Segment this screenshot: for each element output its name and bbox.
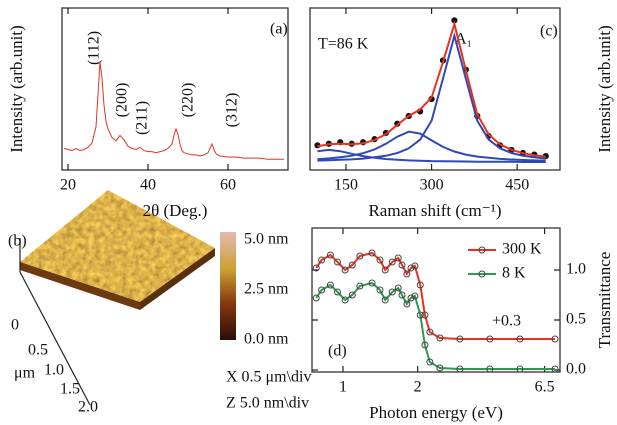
x-tick-label: 300 [420, 177, 444, 194]
y-axis-label: Intensity (arb.unit) [595, 25, 614, 152]
annotation: +0.3 [492, 313, 521, 330]
annotation: T=86 K [318, 36, 369, 53]
annotation: (112) [86, 31, 103, 65]
x-tick-label: 2 [414, 379, 422, 396]
panel-label: (a) [270, 21, 288, 38]
x-tick-label: 60 [220, 177, 236, 194]
colorbar-label: 2.5 nm [244, 281, 289, 298]
colorbar-label: 5.0 nm [244, 231, 289, 248]
afm-tick: 2.0 [78, 399, 98, 416]
series-line [64, 62, 284, 159]
legend-label: 300 K [502, 241, 542, 258]
afm-unit: μm [14, 365, 36, 382]
x-axis-label: Photon energy (eV) [369, 403, 503, 422]
scale-label: X 0.5 μm\div [226, 369, 311, 386]
y-tick-label: 0.5 [566, 311, 586, 328]
y-axis-label: Intensity (arb.unit) [7, 25, 26, 152]
x-tick-label: 1 [339, 379, 347, 396]
x-axis-label: Raman shift (cm⁻¹) [368, 201, 501, 220]
x-tick-label: 450 [505, 177, 529, 194]
afm-tick: 1.5 [60, 381, 80, 398]
x-axis-label: 2θ (Deg.) [143, 201, 208, 220]
y-tick-label: 0.0 [566, 361, 586, 378]
legend-label: 8 K [502, 265, 526, 282]
figure: (b) 0 0.5 1.0 1.5 2.0 μm 5.0 nm 2.5 nm 0… [0, 0, 617, 425]
annotation: (312) [224, 93, 241, 128]
colorbar-label: 0.0 nm [244, 331, 289, 348]
afm-tick: 1.0 [44, 362, 64, 379]
afm-tick: 0.5 [28, 342, 48, 359]
panel-label: (b) [8, 233, 27, 250]
x-tick-label: 150 [334, 177, 358, 194]
panel-label: (c) [540, 23, 558, 40]
afm-tick: 0 [11, 317, 19, 334]
scale-label: Z 5.0 nm\div [226, 395, 309, 412]
annotation: (220) [180, 83, 197, 118]
annotation: (211) [134, 101, 151, 135]
x-tick-label: 40 [140, 177, 156, 194]
x-tick-label: 6.5 [535, 379, 555, 396]
panel-label: (d) [328, 343, 347, 360]
annotation: (200) [114, 83, 131, 118]
x-tick-label: 20 [60, 177, 76, 194]
y-tick-label: 1.0 [566, 261, 586, 278]
colorbar [220, 232, 236, 340]
y-axis-label: Transmittance [595, 252, 614, 349]
